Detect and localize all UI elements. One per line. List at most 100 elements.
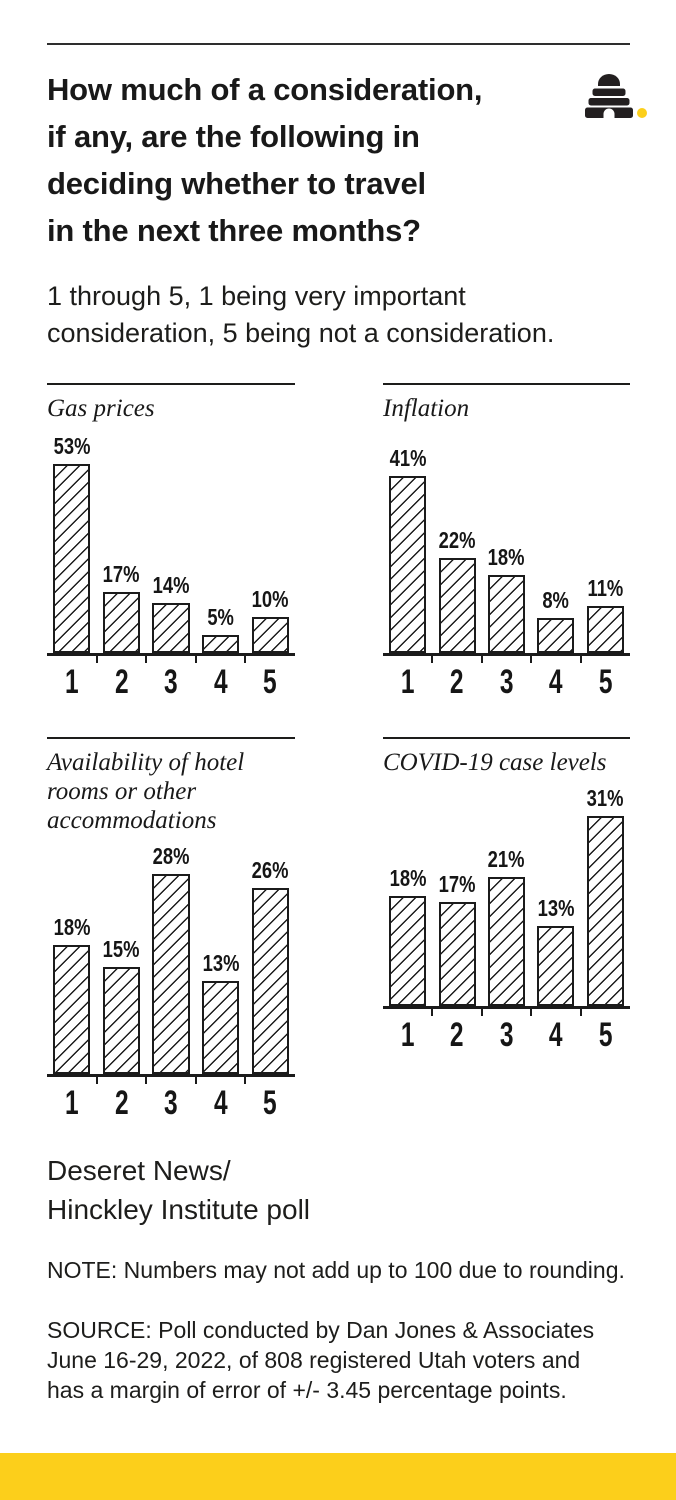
bar: [586, 606, 624, 653]
bar-value-label: 18%: [488, 544, 525, 570]
bar: [438, 902, 476, 1006]
axis-tick: [244, 656, 247, 663]
x-axis-label: 2: [114, 1084, 129, 1122]
bar-plot: 18% 17% 21% 13% 31%: [383, 786, 630, 1006]
bar-group: 18%: [482, 545, 531, 653]
bar: [152, 874, 190, 1074]
bar-group: 8%: [531, 588, 580, 653]
x-axis-label: 5: [598, 1016, 613, 1054]
bar-value-label: 41%: [389, 445, 427, 471]
bar: [53, 945, 91, 1074]
chart-title: Gas prices: [47, 395, 155, 422]
bar-value-label: 8%: [542, 587, 570, 613]
axis-tick: [431, 1009, 434, 1016]
bar: [152, 603, 190, 653]
x-axis-label: 5: [263, 1084, 277, 1122]
bar-group: 53%: [47, 434, 97, 653]
x-axis-label: 2: [450, 663, 464, 701]
bar: [102, 967, 140, 1074]
logo-yellow-dot: [637, 108, 647, 118]
bar: [201, 635, 240, 653]
page-title: How much of a consideration, if any, are…: [47, 72, 483, 248]
bar-value-label: 18%: [389, 865, 427, 891]
bar-value-label: 11%: [587, 575, 624, 601]
x-axis-label: 4: [549, 1016, 563, 1054]
bar: [389, 896, 427, 1006]
bar-group: 17%: [97, 562, 147, 653]
top-divider-rule: [47, 43, 630, 45]
beehive-icon: [585, 74, 633, 118]
x-axis: [47, 1074, 295, 1084]
axis-tick: [95, 656, 98, 663]
bottom-accent-bar: [0, 1453, 676, 1500]
deseret-news-beehive-logo: [585, 74, 647, 118]
x-axis-label: 4: [549, 663, 563, 701]
bar: [438, 558, 476, 653]
bar-value-label: 21%: [488, 846, 525, 872]
bar-group: 21%: [482, 847, 531, 1006]
bar-group: 31%: [581, 786, 630, 1006]
bar-group: 5%: [196, 605, 246, 653]
bar-value-label: 13%: [537, 895, 575, 921]
bar: [586, 816, 624, 1006]
bar-value-label: 10%: [251, 586, 289, 612]
x-axis: [383, 653, 630, 663]
bar-group: 15%: [97, 937, 147, 1074]
x-axis-label: 1: [64, 1084, 79, 1122]
bar-group: 10%: [245, 587, 295, 653]
bar: [487, 575, 526, 653]
bar-value-label: 14%: [152, 572, 190, 598]
x-axis-label: 4: [213, 663, 228, 701]
bar: [102, 592, 140, 653]
bar-plot: 18% 15% 28% 13% 26%: [47, 844, 295, 1074]
bar: [389, 476, 427, 653]
bar-value-label: 17%: [102, 561, 140, 587]
bar-group: 26%: [245, 858, 295, 1074]
x-axis-label: 2: [114, 663, 129, 701]
bar-value-label: 28%: [152, 843, 190, 869]
bar-value-label: 26%: [251, 857, 289, 883]
bar-group: 18%: [47, 915, 97, 1074]
x-axis-label: 3: [499, 663, 514, 701]
axis-tick: [480, 1009, 483, 1016]
bar-value-label: 17%: [438, 871, 476, 897]
x-axis-label: 3: [164, 1084, 178, 1122]
axis-tick: [480, 656, 483, 663]
bar-group: 17%: [432, 872, 481, 1006]
bar-group: 13%: [196, 951, 246, 1074]
axis-tick: [579, 1009, 582, 1016]
axis-tick: [145, 656, 148, 663]
chart-title: Availability of hotel rooms or other acc…: [47, 749, 245, 834]
chart-title: COVID-19 case levels: [383, 749, 607, 776]
x-axis-label: 5: [598, 663, 613, 701]
chart-title: Inflation: [383, 395, 470, 422]
bar-value-label: 13%: [202, 950, 239, 976]
x-axis-label: 1: [400, 1016, 415, 1054]
bar-value-label: 18%: [53, 914, 91, 940]
bar-value-label: 15%: [102, 936, 140, 962]
axis-tick: [194, 1077, 197, 1084]
axis-tick: [145, 1077, 148, 1084]
scale-explainer-subtitle: 1 through 5, 1 being very important cons…: [47, 281, 555, 348]
bar-plot: 41% 22% 18% 8% 11%: [383, 432, 630, 653]
bar: [251, 888, 289, 1074]
x-axis-label: 1: [400, 663, 415, 701]
chart-hotel-availability: Availability of hotel rooms or other acc…: [47, 737, 295, 1121]
bar: [537, 618, 575, 653]
axis-tick: [530, 656, 533, 663]
source-credit: SOURCE: Poll conducted by Dan Jones & As…: [47, 1317, 595, 1403]
x-axis-label: 2: [450, 1016, 464, 1054]
x-axis-label: 1: [64, 663, 79, 701]
axis-tick: [244, 1077, 247, 1084]
x-axis: [47, 653, 295, 663]
x-axis: [383, 1006, 630, 1016]
